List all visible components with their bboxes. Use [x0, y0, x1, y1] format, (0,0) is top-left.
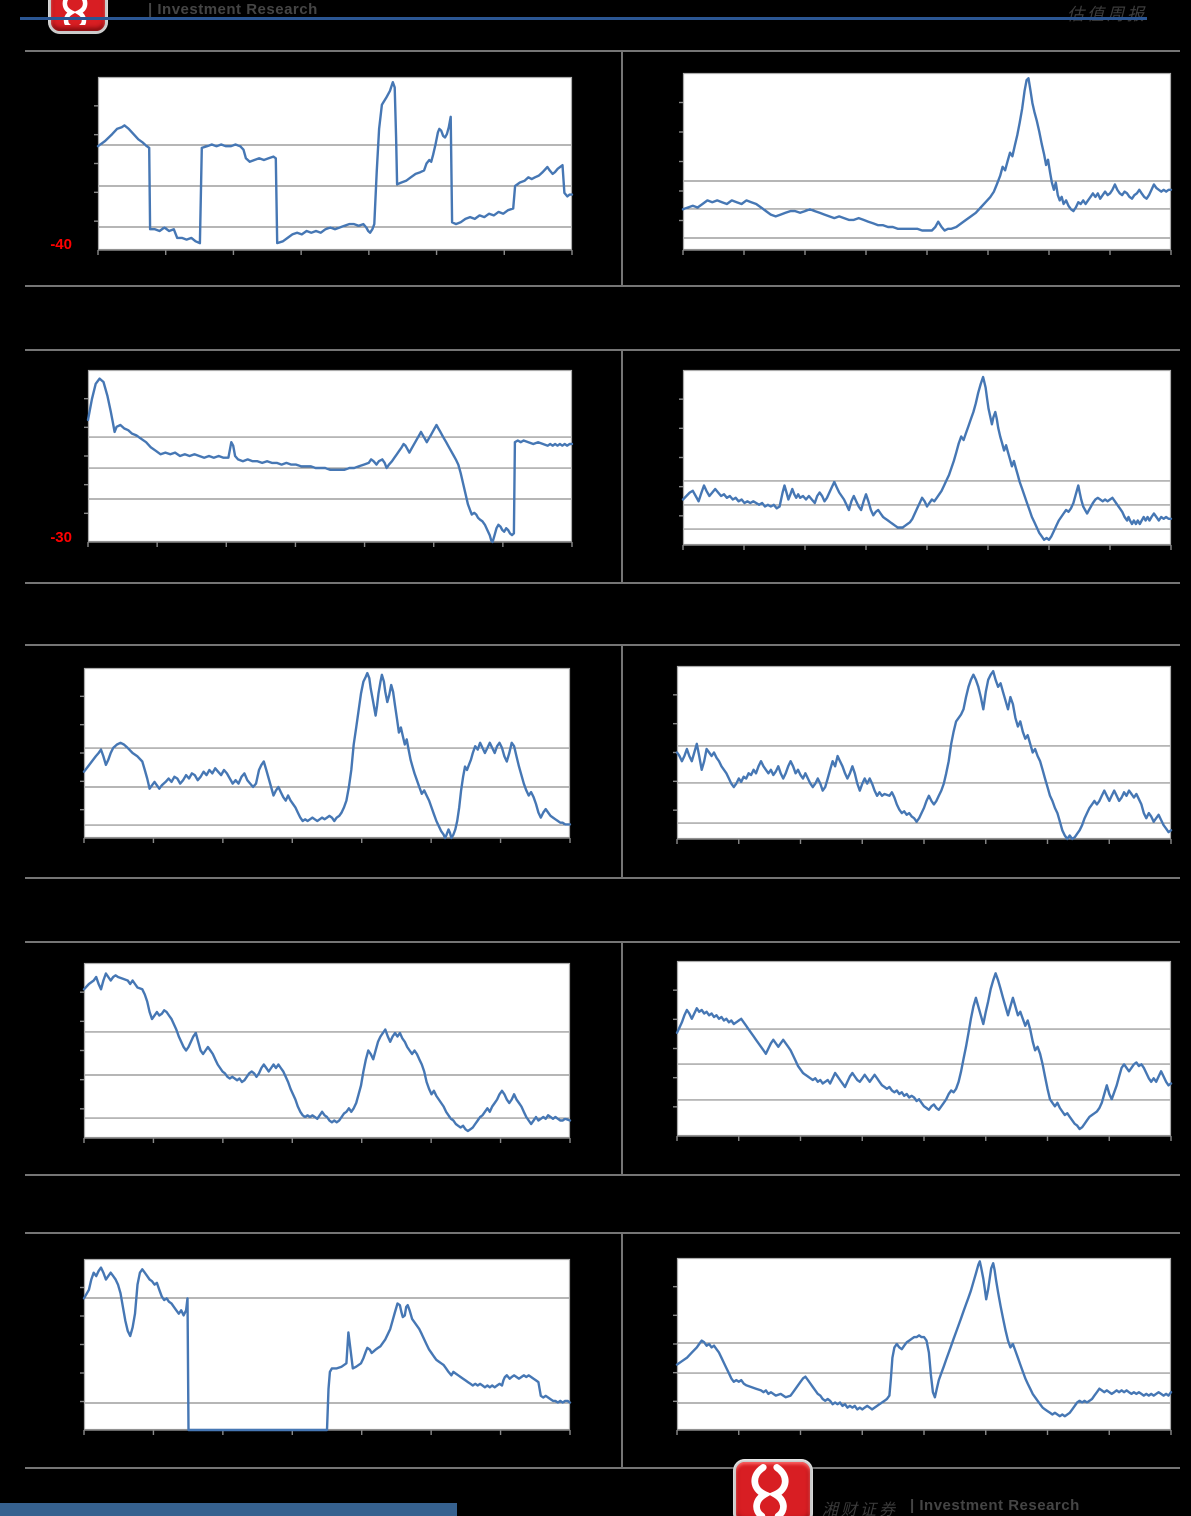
- table-divider-v: [621, 941, 623, 1174]
- table-divider-h: [25, 941, 1180, 943]
- footer-accent-bar: [0, 1503, 457, 1516]
- logo-swirl-icon: [62, 0, 88, 25]
- chart-row1-left: [94, 76, 574, 255]
- chart-row1-right: [679, 72, 1173, 255]
- chart-row4-left: [80, 962, 572, 1143]
- table-divider-v: [621, 1232, 623, 1467]
- table-divider-h: [25, 349, 1180, 351]
- table-divider-h: [25, 877, 1180, 879]
- logo-swirl-icon: [751, 1464, 789, 1516]
- y-axis-label-red: -30: [50, 529, 72, 546]
- chart-row5-left: [80, 1258, 572, 1435]
- footer-brand-logo: [733, 1459, 813, 1516]
- table-divider-h: [25, 582, 1180, 584]
- chart-row3-right: [673, 665, 1173, 844]
- brand-logo-background: [51, 0, 105, 31]
- y-axis-label-red: -40: [50, 236, 72, 253]
- chart-row2-right: [679, 369, 1173, 550]
- table-divider-h: [25, 1467, 1180, 1469]
- table-divider-v: [621, 50, 623, 285]
- report-title: 估值周报: [1067, 5, 1147, 24]
- table-divider-h: [25, 285, 1180, 287]
- chart-row3-left: [80, 667, 572, 843]
- chart-row4-right: [673, 960, 1173, 1141]
- header-division-label: | Investment Research: [148, 1, 318, 18]
- table-divider-v: [621, 349, 623, 582]
- footer-brand-name: 湘财证券: [822, 1502, 899, 1516]
- table-divider-h: [25, 1232, 1180, 1234]
- table-divider-h: [25, 644, 1180, 646]
- footer-brand-logo-background: [736, 1462, 810, 1516]
- chart-row2-left: [84, 369, 574, 547]
- chart-row5-right: [673, 1257, 1173, 1435]
- table-divider-h: [25, 50, 1180, 52]
- table-divider-h: [25, 1174, 1180, 1176]
- table-divider-v: [621, 644, 623, 877]
- header-rule: [20, 17, 1147, 20]
- footer-division-label: | Investment Research: [910, 1497, 1080, 1514]
